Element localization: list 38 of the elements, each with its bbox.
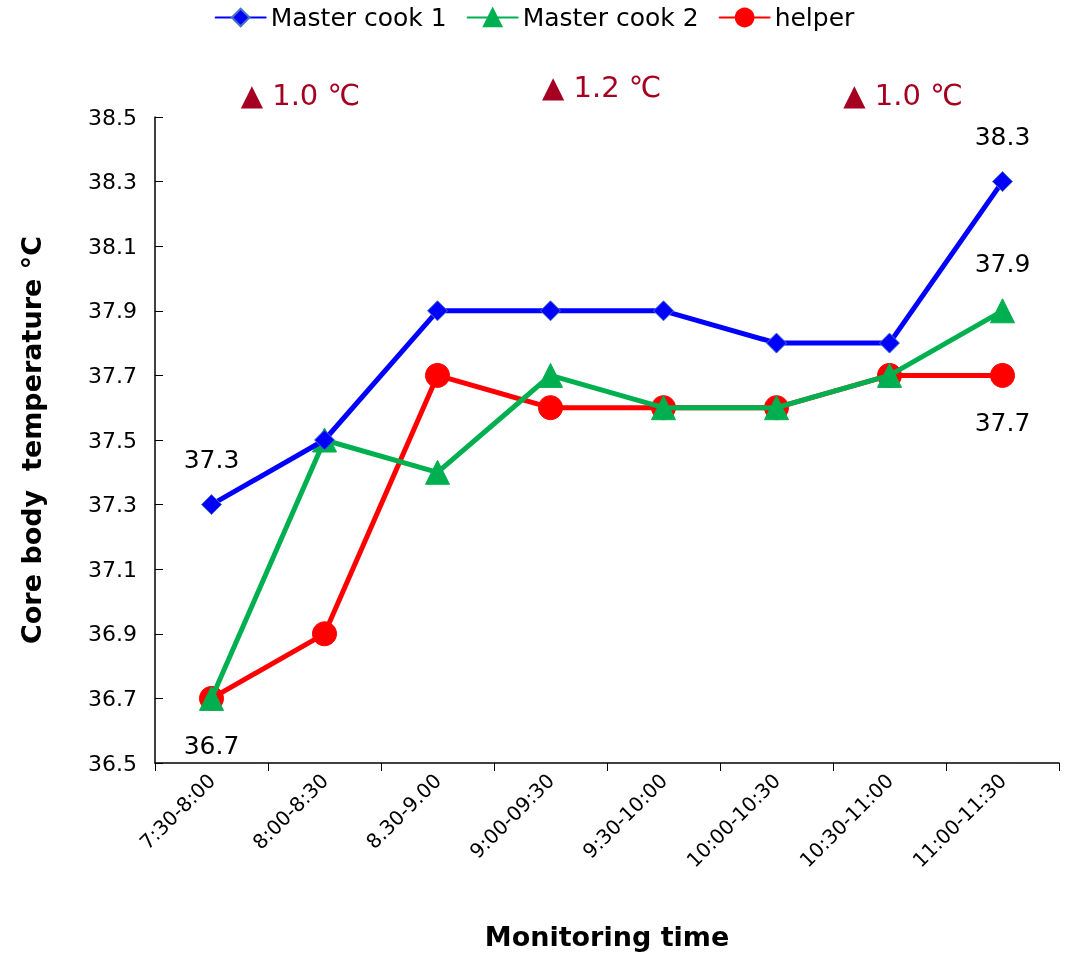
legend-label: helper bbox=[774, 3, 856, 32]
point bbox=[992, 171, 1013, 193]
point bbox=[538, 362, 563, 388]
y-tick-label: 37.5 bbox=[88, 427, 137, 453]
point bbox=[879, 332, 900, 354]
data-label: 36.7 bbox=[183, 730, 240, 760]
point bbox=[425, 362, 450, 388]
data-label: 37.3 bbox=[183, 445, 240, 475]
y-tick-label: 36.5 bbox=[88, 750, 137, 776]
y-tick-label: 37.9 bbox=[88, 298, 137, 324]
y-tick-label: 38.5 bbox=[88, 104, 137, 130]
y-tick-label: 36.7 bbox=[88, 685, 137, 711]
point bbox=[540, 300, 561, 322]
point bbox=[990, 298, 1015, 324]
y-tick-label: 38.1 bbox=[88, 233, 137, 259]
y-tick-label: 37.7 bbox=[88, 362, 137, 388]
y-tick-label: 37.1 bbox=[88, 556, 137, 582]
legend-label: Master cook 1 bbox=[270, 3, 447, 32]
y-tick-label: 37.3 bbox=[88, 492, 137, 518]
y-tick-label: 36.9 bbox=[88, 621, 137, 647]
y-axis-title: Core body temperature °C bbox=[16, 236, 47, 644]
data-label: 38.3 bbox=[974, 122, 1031, 152]
point bbox=[427, 300, 448, 322]
point bbox=[538, 395, 563, 421]
text: ▲ 1.0 ℃ bbox=[843, 77, 963, 112]
y-tick-label: 38.3 bbox=[88, 169, 137, 195]
point bbox=[766, 332, 787, 354]
x-axis-title: Monitoring time bbox=[484, 921, 730, 952]
point bbox=[990, 362, 1015, 388]
data-label: 37.9 bbox=[974, 249, 1031, 279]
legend-label: Master cook 2 bbox=[522, 3, 699, 32]
point bbox=[201, 494, 222, 516]
data-label: 37.7 bbox=[974, 407, 1031, 437]
point bbox=[653, 300, 674, 322]
text: ▲ 1.0 ℃ bbox=[240, 77, 361, 112]
text: ▲ 1.2 ℃ bbox=[542, 69, 662, 104]
point bbox=[312, 621, 337, 647]
point bbox=[425, 459, 450, 485]
